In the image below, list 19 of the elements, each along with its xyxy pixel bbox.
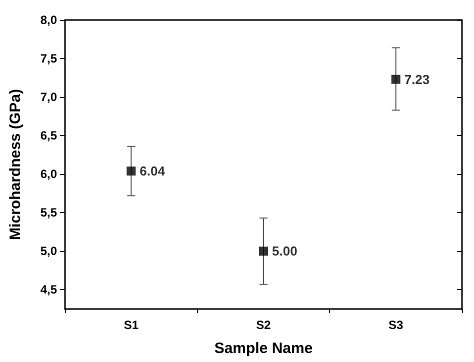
y-tick-label: 7,0 xyxy=(40,90,58,104)
data-label: 5.00 xyxy=(272,244,298,259)
y-tick-label: 6,0 xyxy=(40,167,58,182)
point xyxy=(259,246,268,256)
y-tick-label: 5,0 xyxy=(40,244,58,258)
x-axis-title: Sample Name xyxy=(214,340,313,357)
y-tick-label: 7,5 xyxy=(40,52,58,66)
x-tick-label: S2 xyxy=(256,318,272,332)
y-tick-label: 4,5 xyxy=(40,282,58,297)
data-label: 6.04 xyxy=(140,164,166,179)
point xyxy=(126,166,136,176)
y-tick-label: 8,0 xyxy=(40,13,58,27)
x-tick-label: S3 xyxy=(388,318,404,332)
data-label: 7.23 xyxy=(404,72,430,87)
point xyxy=(391,74,400,84)
y-axis-title: Microhardness (GPa) xyxy=(7,89,24,240)
x-tick-label: S1 xyxy=(124,318,139,332)
y-tick-label: 6,5 xyxy=(40,128,58,143)
y-tick-label: 5,5 xyxy=(40,206,58,220)
